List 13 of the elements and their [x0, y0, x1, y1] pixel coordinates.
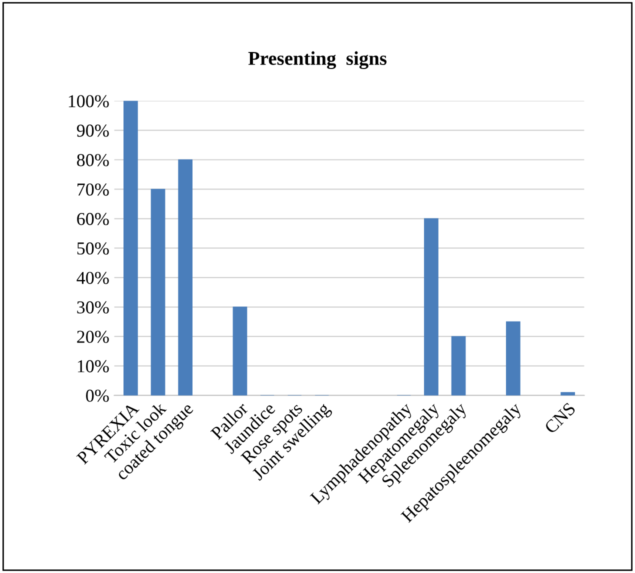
- y-tick-label: 90%: [76, 124, 109, 137]
- y-tick-label: 30%: [77, 301, 109, 314]
- y-tick-label: 20%: [77, 330, 109, 343]
- y-tick-label: 80%: [77, 154, 109, 166]
- y-tick-label: 40%: [76, 272, 109, 284]
- y-tick-label: 70%: [78, 183, 109, 196]
- y-tick-label: 60%: [77, 212, 109, 226]
- y-tick-label: 0%: [86, 390, 109, 402]
- chart-title: Presenting signs: [248, 51, 387, 70]
- y-tick-label: 10%: [78, 360, 109, 372]
- y-tick-label: 100%: [68, 95, 109, 108]
- y-tick-label: 50%: [77, 242, 109, 255]
- x-tick-label: CNS: [544, 402, 576, 434]
